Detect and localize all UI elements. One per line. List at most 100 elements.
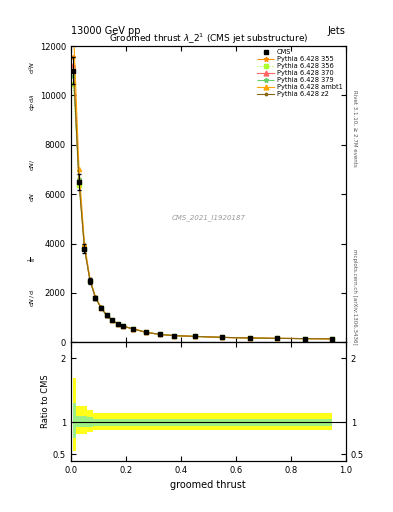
Pythia 6.428 ambt1 [220, 334, 224, 340]
Pythia 6.428 ambt1 [302, 335, 307, 342]
Legend: CMS, Pythia 6.428 355, Pythia 6.428 356, Pythia 6.428 370, Pythia 6.428 379, Pyt: CMS, Pythia 6.428 355, Pythia 6.428 356,… [256, 48, 344, 99]
Pythia 6.428 355 [130, 326, 135, 332]
Pythia 6.428 355 [275, 335, 279, 342]
Pythia 6.428 ambt1 [93, 294, 98, 300]
Pythia 6.428 ambt1 [247, 335, 252, 341]
Pythia 6.428 379 [130, 326, 135, 332]
Pythia 6.428 379 [110, 317, 114, 323]
Pythia 6.428 355 [115, 321, 120, 327]
Pythia 6.428 z2 [171, 333, 176, 339]
Pythia 6.428 z2 [121, 323, 125, 329]
Pythia 6.428 379 [144, 329, 149, 335]
Pythia 6.428 356 [144, 329, 149, 335]
Pythia 6.428 370 [302, 335, 307, 342]
Pythia 6.428 ambt1 [171, 333, 176, 339]
Pythia 6.428 370 [330, 336, 334, 342]
Pythia 6.428 ambt1 [110, 317, 114, 323]
Pythia 6.428 355 [110, 317, 114, 323]
Text: mcplots.cern.ch [arXiv:1306.3436]: mcplots.cern.ch [arXiv:1306.3436] [352, 249, 357, 345]
Pythia 6.428 379 [171, 333, 176, 339]
Line: Pythia 6.428 z2: Pythia 6.428 z2 [72, 69, 334, 341]
Pythia 6.428 370 [247, 335, 252, 341]
Pythia 6.428 370 [115, 321, 120, 327]
Pythia 6.428 ambt1 [71, 27, 76, 33]
Text: CMS_2021_I1920187: CMS_2021_I1920187 [171, 215, 245, 221]
Pythia 6.428 355 [99, 305, 103, 311]
Pythia 6.428 z2 [130, 326, 135, 332]
Pythia 6.428 356 [77, 182, 81, 188]
Pythia 6.428 370 [192, 333, 197, 339]
Title: Groomed thrust $\lambda\_2^1$ (CMS jet substructure): Groomed thrust $\lambda\_2^1$ (CMS jet s… [108, 32, 308, 46]
Pythia 6.428 370 [275, 335, 279, 342]
X-axis label: groomed thrust: groomed thrust [171, 480, 246, 490]
Pythia 6.428 ambt1 [158, 331, 163, 337]
Pythia 6.428 356 [330, 336, 334, 342]
Pythia 6.428 z2 [192, 333, 197, 339]
Pythia 6.428 356 [158, 331, 163, 337]
Line: Pythia 6.428 356: Pythia 6.428 356 [72, 82, 334, 341]
Pythia 6.428 356 [88, 278, 92, 284]
Pythia 6.428 379 [104, 312, 109, 318]
Pythia 6.428 370 [158, 331, 163, 337]
Pythia 6.428 z2 [93, 295, 98, 301]
Pythia 6.428 379 [330, 336, 334, 342]
Pythia 6.428 356 [220, 334, 224, 340]
Pythia 6.428 355 [158, 331, 163, 337]
Pythia 6.428 z2 [88, 278, 92, 284]
Pythia 6.428 355 [330, 336, 334, 342]
Pythia 6.428 370 [88, 277, 92, 283]
Text: $\mathrm{d}N$: $\mathrm{d}N$ [28, 191, 36, 202]
Line: Pythia 6.428 379: Pythia 6.428 379 [72, 74, 334, 341]
Pythia 6.428 z2 [275, 335, 279, 342]
Pythia 6.428 ambt1 [275, 335, 279, 342]
Pythia 6.428 370 [110, 317, 114, 323]
Pythia 6.428 355 [144, 329, 149, 335]
Pythia 6.428 379 [71, 73, 76, 79]
Pythia 6.428 z2 [158, 331, 163, 337]
Pythia 6.428 356 [93, 295, 98, 301]
Pythia 6.428 370 [104, 312, 109, 318]
Pythia 6.428 370 [82, 245, 87, 251]
Pythia 6.428 370 [77, 176, 81, 182]
Pythia 6.428 z2 [110, 317, 114, 323]
Pythia 6.428 356 [302, 335, 307, 342]
Line: Pythia 6.428 ambt1: Pythia 6.428 ambt1 [72, 28, 334, 341]
Text: Rivet 3.1.10, ≥ 2.7M events: Rivet 3.1.10, ≥ 2.7M events [352, 90, 357, 166]
Text: $\mathrm{d}p\,\mathrm{d}\lambda$: $\mathrm{d}p\,\mathrm{d}\lambda$ [28, 94, 37, 112]
Y-axis label: Ratio to CMS: Ratio to CMS [41, 375, 50, 429]
Text: 13000 GeV pp: 13000 GeV pp [71, 26, 140, 36]
Pythia 6.428 355 [104, 312, 109, 318]
Pythia 6.428 356 [192, 333, 197, 339]
Pythia 6.428 356 [99, 305, 103, 311]
Pythia 6.428 356 [247, 335, 252, 341]
Pythia 6.428 355 [192, 333, 197, 339]
Pythia 6.428 355 [171, 333, 176, 339]
Pythia 6.428 379 [82, 245, 87, 251]
Pythia 6.428 379 [158, 331, 163, 337]
Pythia 6.428 356 [71, 81, 76, 88]
Line: Pythia 6.428 355: Pythia 6.428 355 [72, 55, 334, 341]
Pythia 6.428 355 [247, 335, 252, 341]
Pythia 6.428 355 [82, 245, 87, 251]
Pythia 6.428 355 [121, 323, 125, 329]
Pythia 6.428 370 [93, 295, 98, 301]
Pythia 6.428 379 [121, 323, 125, 329]
Pythia 6.428 z2 [220, 334, 224, 340]
Pythia 6.428 356 [82, 245, 87, 251]
Text: $\mathrm{d}N/$: $\mathrm{d}N/$ [28, 159, 36, 172]
Pythia 6.428 ambt1 [82, 241, 87, 247]
Pythia 6.428 ambt1 [330, 336, 334, 342]
Pythia 6.428 379 [275, 335, 279, 342]
Pythia 6.428 z2 [104, 312, 109, 318]
Pythia 6.428 z2 [247, 335, 252, 341]
Pythia 6.428 z2 [99, 305, 103, 311]
Pythia 6.428 379 [93, 295, 98, 301]
Pythia 6.428 379 [115, 321, 120, 327]
Text: $\frac{1}{N}$: $\frac{1}{N}$ [26, 257, 38, 262]
Pythia 6.428 379 [220, 334, 224, 340]
Pythia 6.428 ambt1 [192, 333, 197, 339]
Pythia 6.428 z2 [82, 245, 87, 251]
Pythia 6.428 ambt1 [88, 275, 92, 282]
Pythia 6.428 370 [144, 329, 149, 335]
Pythia 6.428 356 [115, 321, 120, 327]
